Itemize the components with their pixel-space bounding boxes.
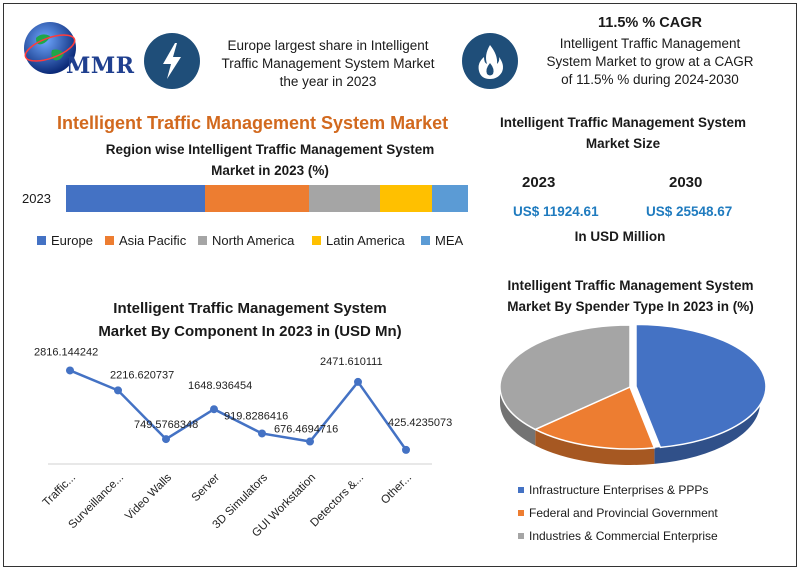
pie-legend-item-infrastructure: Infrastructure Enterprises & PPPs	[518, 483, 708, 497]
market-size-title-line: Market Size	[585, 136, 661, 151]
market-size-value-2030: US$ 25548.67	[646, 204, 733, 219]
header-right-line: Intelligent Traffic Management	[559, 36, 741, 51]
legend-label: Latin America	[326, 233, 405, 248]
pie-slice-industries-commercial-enterprise	[499, 325, 631, 431]
data-point	[258, 429, 266, 438]
market-size-title-line: Intelligent Traffic Management System	[499, 115, 747, 130]
region-stacked-bar	[66, 185, 468, 212]
header-right-line: of 11.5% % during 2024-2030	[561, 72, 739, 87]
header-left-line: Traffic Management System Market	[221, 56, 435, 71]
data-point	[210, 405, 218, 414]
data-label: 425.4235073	[388, 417, 452, 429]
legend-item-north-america: North America	[198, 233, 294, 248]
lightning-icon	[144, 33, 200, 89]
region-bar-category-label: 2023	[22, 191, 51, 206]
data-point	[402, 445, 410, 454]
main-title: Intelligent Traffic Management System Ma…	[57, 113, 449, 133]
x-tick-label: Other...	[379, 472, 414, 507]
market-size-year-2030: 2030	[669, 174, 703, 191]
legend-item-latin-america: Latin America	[312, 233, 405, 248]
data-point	[354, 377, 362, 386]
header-right-text: Intelligent Traffic Management System Ma…	[520, 35, 780, 89]
header-right-line: System Market to grow at a CAGR	[546, 54, 754, 69]
data-point	[66, 366, 74, 375]
legend-label: Industries & Commercial Enterprise	[529, 529, 718, 543]
component-title-line: Market By Component In 2023 in (USD Mn)	[98, 323, 402, 340]
legend-swatch	[518, 487, 524, 493]
data-label: 676.4694716	[274, 424, 338, 436]
market-size-unit: In USD Million	[574, 229, 666, 244]
legend-swatch	[312, 236, 321, 245]
data-label: 919.8286416	[224, 410, 288, 422]
legend-swatch	[105, 236, 114, 245]
header-left-text: Europe largest share in Intelligent Traf…	[208, 37, 448, 91]
region-chart-title: Region wise Intelligent Traffic Manageme…	[60, 139, 480, 181]
data-point	[162, 435, 170, 444]
component-series-line	[69, 369, 408, 451]
data-label: 749.5768348	[134, 419, 198, 431]
component-title-line: Intelligent Traffic Management System	[113, 300, 387, 317]
data-point	[114, 386, 122, 395]
x-tick-label: Video Walls	[123, 471, 174, 522]
market-size-value-2023: US$ 11924.61	[513, 204, 599, 219]
legend-label: Federal and Provincial Government	[529, 506, 718, 520]
bar-segment-latin-america	[380, 185, 433, 212]
spender-title-line: Intelligent Traffic Management System	[507, 278, 754, 293]
bar-segment-europe	[66, 185, 206, 212]
data-label: 2216.620737	[110, 369, 174, 381]
legend-item-europe: Europe	[37, 233, 93, 248]
bar-segment-north-america	[308, 185, 381, 212]
data-label: 2816.144242	[34, 346, 98, 358]
x-tick-label: Server	[190, 472, 223, 505]
region-title-line: Region wise Intelligent Traffic Manageme…	[105, 142, 435, 157]
legend-label: North America	[212, 233, 295, 248]
data-label: 2471.610111	[320, 356, 383, 368]
legend-swatch	[421, 236, 430, 245]
logo-text: MMR	[66, 53, 135, 79]
flame-icon	[462, 33, 518, 89]
pie-slice-side	[500, 387, 536, 446]
legend-swatch	[518, 533, 524, 539]
legend-item-asia-pacific: Asia Pacific	[105, 233, 186, 248]
data-label: 1648.936454	[188, 380, 252, 392]
header-left-line: the year in 2023	[279, 74, 377, 89]
region-title-line: Market in 2023 (%)	[211, 163, 329, 178]
infographic-frame	[3, 3, 797, 567]
component-chart-title: Intelligent Traffic Management System Ma…	[40, 297, 460, 343]
x-tick-label: Traffic...	[41, 472, 78, 509]
spender-title-line: Market By Spender Type In 2023 in (%)	[507, 299, 754, 314]
pie-legend-item-industries: Industries & Commercial Enterprise	[518, 529, 718, 543]
legend-swatch	[518, 510, 524, 516]
legend-label: Europe	[51, 233, 93, 248]
legend-swatch	[37, 236, 46, 245]
spender-chart-title: Intelligent Traffic Management System Ma…	[488, 275, 773, 317]
legend-label: Asia Pacific	[119, 233, 187, 248]
spender-pie-chart	[499, 325, 767, 465]
pie-legend-item-government: Federal and Provincial Government	[518, 506, 718, 520]
pie-slice-federal-and-provincial-government	[533, 385, 656, 450]
legend-label: Infrastructure Enterprises & PPPs	[529, 483, 709, 497]
bar-segment-mea	[432, 185, 468, 212]
pie-slice-infrastructure-enterprises-ppps	[635, 325, 767, 449]
bar-segment-asia-pacific	[205, 185, 309, 212]
legend-item-mea: MEA	[421, 233, 463, 248]
component-line-chart: 2816.144242Traffic...2216.620737Surveill…	[34, 346, 452, 539]
legend-label: MEA	[435, 233, 464, 248]
data-point	[306, 437, 314, 446]
market-size-year-2023: 2023	[522, 174, 556, 191]
globe-logo-icon	[24, 22, 76, 74]
cagr-title: 11.5% % CAGR	[598, 15, 702, 31]
market-size-title: Intelligent Traffic Management System Ma…	[488, 112, 758, 154]
legend-swatch	[198, 236, 207, 245]
header-left-line: Europe largest share in Intelligent	[227, 38, 429, 53]
